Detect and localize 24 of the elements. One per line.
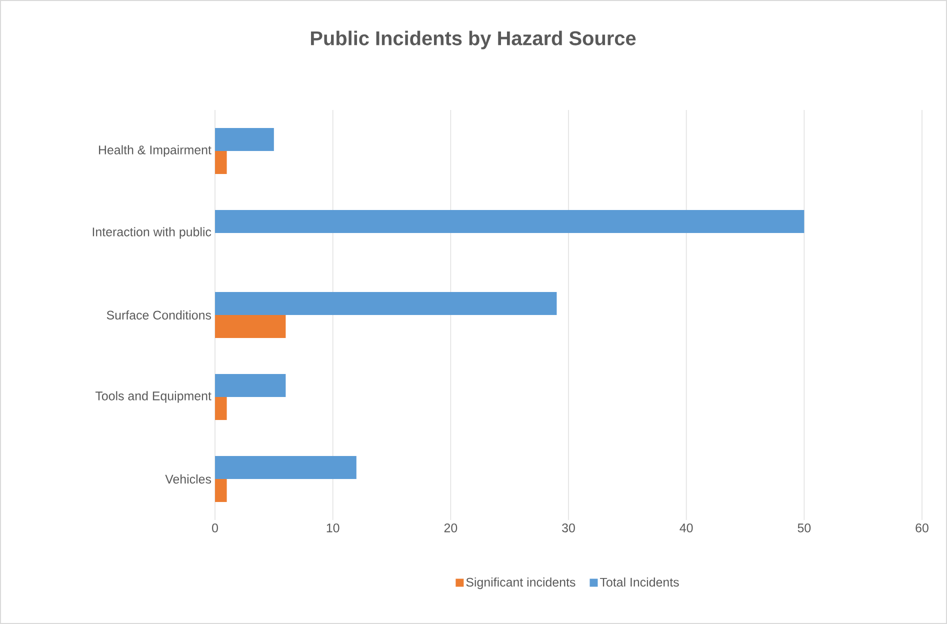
x-tick-label: 50 — [798, 524, 811, 532]
bar — [215, 292, 557, 315]
bar — [215, 396, 227, 420]
legend-label: Significant incidents — [466, 577, 576, 590]
x-tick-label: 30 — [562, 524, 575, 532]
bar — [215, 150, 227, 174]
y-tick-label: Vehicles — [165, 474, 212, 484]
x-tick-label: 10 — [326, 524, 340, 532]
bar — [215, 128, 274, 151]
bar — [215, 314, 286, 338]
bar — [215, 210, 804, 233]
chart-title: Public Incidents by Hazard Source — [311, 30, 636, 50]
x-tick-label: 60 — [916, 524, 928, 532]
legend-label: Total Incidents — [600, 577, 679, 587]
y-tick-label: Tools and Equipment — [95, 391, 212, 403]
bar — [215, 478, 227, 502]
x-tick-label: 20 — [444, 524, 458, 532]
bar — [215, 456, 356, 479]
y-tick-label: Interaction with public — [92, 227, 212, 239]
y-tick-label: Surface Conditions — [106, 310, 212, 320]
x-tick-label: 40 — [680, 524, 693, 532]
y-tick-label: Health & Impairment — [98, 145, 212, 157]
x-tick-label: 0 — [212, 524, 218, 532]
bar — [215, 374, 286, 397]
